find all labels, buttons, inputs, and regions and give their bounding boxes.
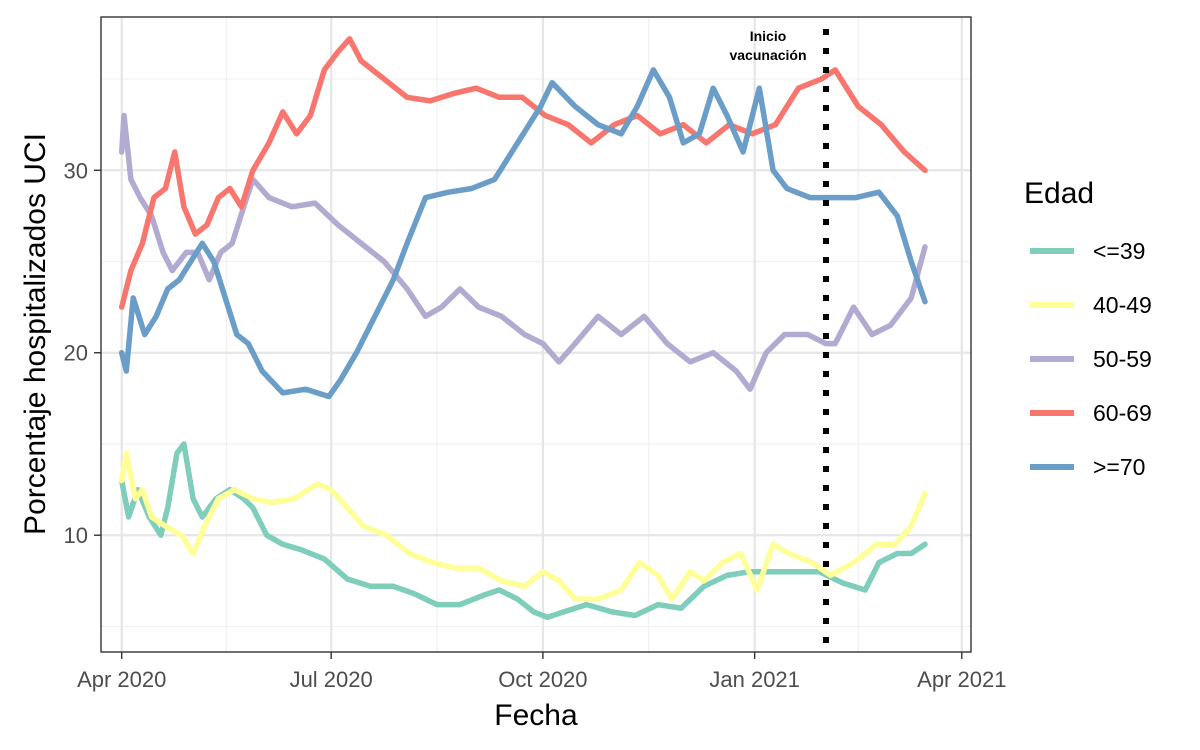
legend-title: Edad — [1024, 177, 1094, 210]
legend-label: 40-49 — [1093, 292, 1152, 318]
legend-label: <=39 — [1093, 238, 1145, 264]
series-line — [118, 441, 928, 621]
legend-label: >=70 — [1093, 454, 1145, 480]
series-layer — [118, 36, 928, 621]
y-tick-label: 30 — [64, 158, 88, 183]
y-tick-label: 10 — [64, 523, 88, 548]
x-tick-label: Jan 2021 — [709, 667, 800, 692]
legend: Edad <=39 40-49 50-59 60-69 >=70 — [1024, 177, 1152, 480]
legend-label: 50-59 — [1093, 346, 1152, 372]
x-axis: Apr 2020 Jul 2020 Oct 2020 Jan 2021 Apr 2021 — [77, 652, 1006, 692]
vaccination-label: vacunación — [729, 47, 806, 63]
legend-label: 60-69 — [1093, 400, 1152, 426]
y-axis: 10 20 30 — [64, 158, 101, 548]
x-tick-label: Oct 2020 — [498, 667, 587, 692]
annotation-layer: Inicio vacunación — [729, 28, 829, 652]
vaccination-label: Inicio — [750, 28, 787, 44]
plot-border — [100, 16, 972, 653]
x-tick-label: Apr 2021 — [917, 667, 1006, 692]
x-axis-title: Fecha — [494, 699, 578, 732]
series-line — [118, 450, 928, 602]
x-tick-label: Jul 2020 — [290, 667, 373, 692]
y-tick-label: 20 — [64, 341, 88, 366]
series-line — [118, 67, 928, 400]
y-axis-title: Porcentaje hospitalizados UCI — [19, 133, 52, 535]
x-tick-label: Apr 2020 — [77, 667, 166, 692]
